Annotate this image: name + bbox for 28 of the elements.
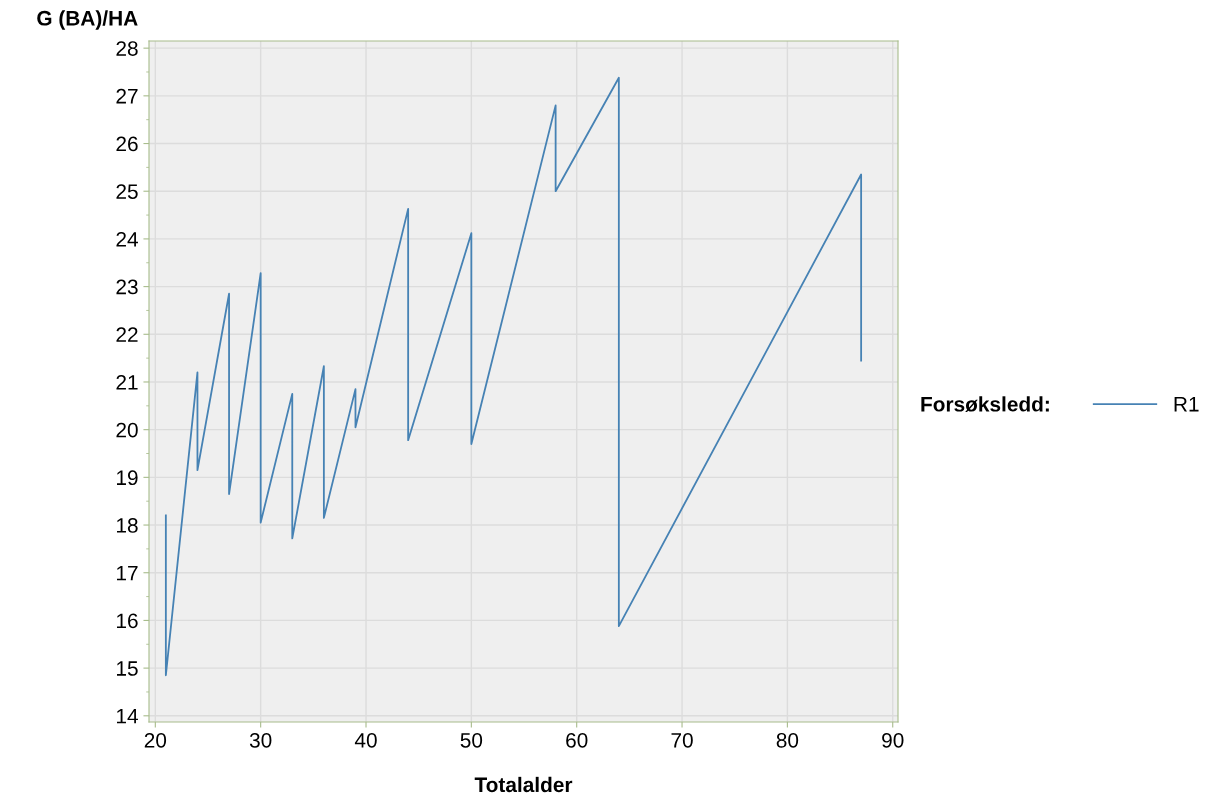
y-tick-label: 28	[116, 41, 138, 56]
y-tick-label: 16	[117, 613, 138, 629]
y-tick-label: 18	[117, 518, 138, 533]
x-tick-label: 30	[249, 732, 272, 748]
y-tick-label: 24	[116, 231, 138, 247]
y-tick-label: 15	[117, 661, 138, 676]
x-axis-title: Totalalder	[474, 776, 573, 793]
line-series	[164, 76, 863, 677]
legend-label: R1	[1174, 397, 1199, 412]
x-tick-label: 20	[144, 732, 167, 748]
y-tick-label: 27	[116, 88, 138, 104]
y-tick-label: 26	[116, 136, 138, 152]
y-tick-label: 20	[116, 422, 138, 438]
legend-title: Forsøksledd:	[921, 396, 1049, 412]
x-tick-label: 90	[882, 732, 904, 748]
x-tick-label: 70	[671, 732, 693, 748]
x-tick-label: 40	[354, 732, 377, 748]
y-tick-label: 21	[116, 374, 138, 390]
y-tick-label: 22	[116, 327, 138, 342]
y-tick-label: 17	[117, 565, 138, 581]
y-axis-title: G (BA)/HA	[37, 10, 138, 30]
x-tick-label: 60	[566, 732, 588, 748]
y-tick-label: 23	[116, 279, 138, 295]
y-tick-label: 25	[116, 184, 138, 199]
y-tick-label: 19	[117, 470, 138, 486]
y-tick-label: 14	[117, 709, 138, 724]
x-tick-label: 50	[460, 732, 483, 748]
x-tick-label: 80	[776, 732, 799, 748]
